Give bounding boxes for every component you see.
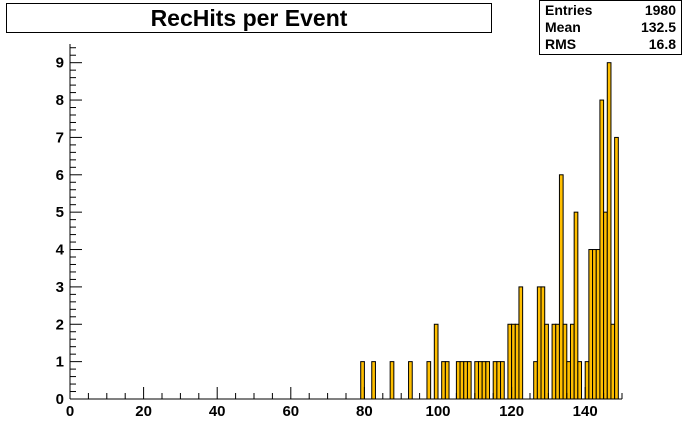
histogram-bar xyxy=(474,361,479,400)
histogram-bar xyxy=(533,361,538,400)
histogram-bar xyxy=(466,361,472,400)
y-tick-label: 7 xyxy=(56,129,64,146)
y-tick-label: 1 xyxy=(56,354,64,371)
histogram-bar xyxy=(584,361,590,400)
chart-title-box: RecHits per Event xyxy=(6,3,492,33)
y-tick-label: 5 xyxy=(56,204,64,221)
y-tick-label: 8 xyxy=(56,92,64,109)
histogram-bar xyxy=(441,361,446,400)
histogram-bar xyxy=(592,249,597,400)
histogram-bar xyxy=(555,323,560,400)
histogram-bar xyxy=(507,323,513,400)
histogram-bar xyxy=(481,361,487,400)
histogram-bar xyxy=(459,361,465,400)
stat-label-entries: Entries xyxy=(545,2,593,18)
x-tick-label: 100 xyxy=(425,403,450,420)
histogram-bar xyxy=(485,361,491,400)
x-tick-label: 120 xyxy=(499,403,524,420)
histogram-bar xyxy=(496,361,502,400)
histogram-bar xyxy=(433,323,439,400)
histogram-bar xyxy=(360,361,365,400)
histogram-bar xyxy=(536,286,542,400)
histogram-bar xyxy=(463,361,468,400)
histogram-bar xyxy=(544,323,549,400)
histogram-bar xyxy=(492,361,498,400)
histogram-bar xyxy=(566,361,571,400)
histogram-bar xyxy=(569,323,575,400)
histogram-bar xyxy=(614,136,619,400)
stat-row-rms: RMS 16.8 xyxy=(545,36,676,53)
histogram-bar xyxy=(455,361,461,400)
histogram-bar xyxy=(389,361,395,400)
histogram-bar xyxy=(610,323,616,400)
histogram-bar xyxy=(573,211,579,400)
histogram-bar xyxy=(551,323,557,400)
histogram-bar xyxy=(500,361,505,400)
stat-value-entries: 1980 xyxy=(644,2,676,18)
y-tick-label: 4 xyxy=(56,242,65,259)
stats-box: Entries 1980 Mean 132.5 RMS 16.8 xyxy=(539,0,682,55)
histogram-bar xyxy=(595,249,601,400)
histogram-bar xyxy=(540,286,546,400)
histogram-bar xyxy=(588,249,594,400)
x-tick-label: 80 xyxy=(356,403,373,420)
histogram-bar xyxy=(562,323,568,400)
stat-label-rms: RMS xyxy=(545,36,577,52)
axes: 0 20 40 60 80 100 120 140 0 1 2 3 4 5 6 7 8 9 xyxy=(56,44,623,420)
stat-row-mean: Mean 132.5 xyxy=(545,19,676,36)
histogram-bar xyxy=(514,323,520,400)
x-tick-label: 140 xyxy=(573,403,598,420)
histogram-bar xyxy=(511,323,516,400)
stat-value-mean: 132.5 xyxy=(640,19,676,35)
x-tick-label: 40 xyxy=(209,403,226,420)
histogram-bar xyxy=(426,361,432,400)
histogram-bar xyxy=(371,361,376,400)
histogram-bars xyxy=(360,62,619,400)
histogram-bar xyxy=(444,361,450,400)
histogram-bar xyxy=(577,361,583,400)
histogram-bar xyxy=(599,99,605,400)
histogram-bar xyxy=(606,62,612,400)
stat-label-mean: Mean xyxy=(545,19,581,35)
histogram-bar xyxy=(558,174,564,400)
stat-row-entries: Entries 1980 xyxy=(545,2,676,19)
histogram-bar xyxy=(518,286,524,400)
y-tick-label: 0 xyxy=(56,391,64,408)
y-tick-label: 6 xyxy=(56,167,64,184)
y-tick-label: 2 xyxy=(56,316,64,333)
y-tick-label: 3 xyxy=(56,279,64,296)
histogram-bar xyxy=(477,361,483,400)
x-tick-label: 20 xyxy=(135,403,152,420)
stat-value-rms: 16.8 xyxy=(648,36,676,52)
chart-title: RecHits per Event xyxy=(150,4,348,31)
x-tick-label: 0 xyxy=(66,403,74,420)
x-tick-label: 60 xyxy=(282,403,299,420)
y-tick-label: 9 xyxy=(56,55,64,72)
histogram-bar xyxy=(408,361,413,400)
histogram-bar xyxy=(603,211,608,400)
